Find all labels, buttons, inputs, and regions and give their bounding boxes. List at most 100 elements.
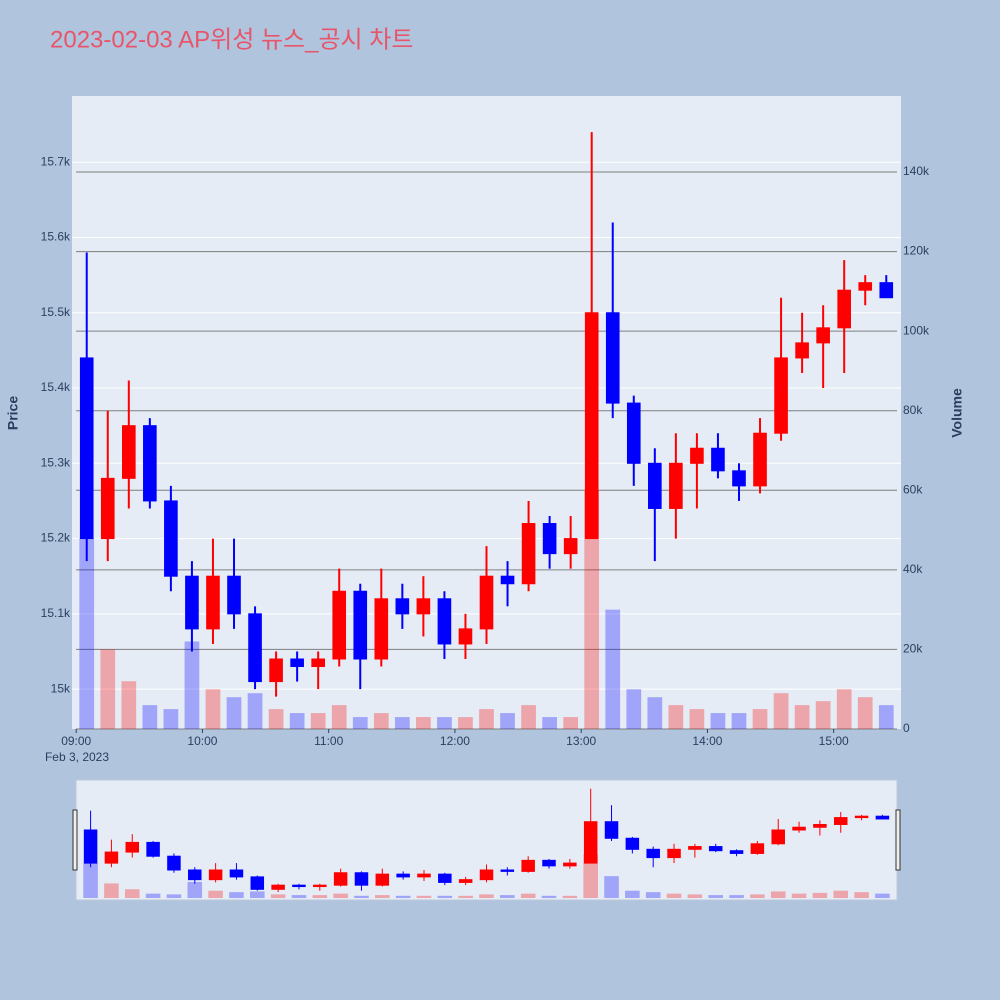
candle-body-mini bbox=[833, 817, 848, 825]
candle-body bbox=[753, 432, 767, 487]
y2-tick-label: 0 bbox=[903, 721, 910, 735]
volume-bar-mini bbox=[437, 895, 453, 898]
x-tick-label: 12:00 bbox=[440, 734, 470, 748]
candle-body-mini bbox=[813, 823, 827, 828]
volume-bar bbox=[500, 713, 515, 729]
candle-body-mini bbox=[250, 876, 265, 890]
volume-bar-mini bbox=[145, 893, 161, 898]
volume-bar-mini bbox=[500, 895, 515, 898]
candle-body-mini bbox=[167, 855, 181, 871]
candle-body bbox=[100, 477, 115, 540]
volume-bar bbox=[605, 609, 621, 729]
y-tick-label: 15.2k bbox=[41, 531, 71, 545]
volume-bar-mini bbox=[812, 892, 828, 898]
candle-body bbox=[332, 590, 347, 660]
candle-body bbox=[269, 658, 283, 683]
volume-bar-mini bbox=[687, 894, 703, 898]
candle-body-mini bbox=[729, 850, 744, 854]
volume-bar-mini bbox=[416, 895, 432, 898]
volume-bar bbox=[458, 717, 473, 729]
candle-body bbox=[690, 447, 704, 464]
candle-body-mini bbox=[438, 873, 452, 883]
candle-body-mini bbox=[792, 826, 806, 831]
candle-body bbox=[416, 598, 431, 615]
candle-body bbox=[584, 312, 599, 540]
volume-bar-mini bbox=[791, 893, 807, 898]
candle-body-mini bbox=[563, 862, 577, 867]
volume-bar bbox=[100, 649, 116, 729]
volume-bar bbox=[584, 490, 600, 729]
volume-bar bbox=[373, 713, 389, 729]
volume-bar-mini bbox=[249, 891, 265, 898]
volume-bar bbox=[647, 697, 663, 729]
volume-bar-mini bbox=[729, 895, 744, 898]
candle-body bbox=[143, 425, 157, 502]
candle-body bbox=[121, 425, 136, 479]
candle-body bbox=[837, 289, 852, 329]
candle-body bbox=[816, 327, 830, 344]
y2-axis-label: Volume bbox=[949, 388, 965, 438]
volume-bar-mini bbox=[458, 895, 473, 898]
y2-tick-label: 80k bbox=[903, 403, 923, 417]
volume-bar-mini bbox=[166, 894, 182, 898]
volume-bar bbox=[184, 641, 200, 729]
volume-bar-mini bbox=[625, 890, 640, 898]
volume-bar bbox=[352, 717, 368, 729]
candle-body-mini bbox=[271, 884, 285, 890]
candle-body bbox=[290, 658, 304, 668]
candle-body-mini bbox=[375, 873, 390, 886]
y-tick-label: 15.3k bbox=[41, 455, 71, 469]
candle-body bbox=[353, 590, 368, 660]
candle-body-mini bbox=[229, 869, 244, 878]
volume-bar-mini bbox=[395, 895, 411, 898]
candle-body-mini bbox=[104, 851, 119, 864]
volume-bar-mini bbox=[104, 883, 119, 898]
candle-body-mini bbox=[333, 872, 348, 886]
y2-tick-label: 140k bbox=[903, 164, 930, 178]
candle-body bbox=[563, 538, 578, 555]
candle-body bbox=[185, 575, 199, 630]
volume-bar-mini bbox=[208, 890, 223, 898]
volume-bar bbox=[542, 717, 557, 729]
volume-bar-mini bbox=[583, 854, 598, 898]
volume-bar bbox=[794, 705, 810, 729]
candle-body bbox=[795, 342, 809, 359]
x-tick-label: 11:00 bbox=[314, 734, 343, 748]
volume-bar-mini bbox=[666, 893, 682, 898]
x-tick-label: 14:00 bbox=[692, 734, 722, 748]
volume-bar bbox=[563, 717, 579, 729]
volume-bar bbox=[815, 701, 831, 729]
candle-body bbox=[479, 575, 494, 630]
volume-bar bbox=[331, 705, 347, 729]
candle-body bbox=[732, 470, 746, 487]
volume-bar bbox=[437, 717, 452, 729]
volume-bar-mini bbox=[520, 893, 536, 898]
volume-bar bbox=[752, 709, 768, 729]
candle-body bbox=[542, 523, 557, 555]
candle-body bbox=[521, 523, 536, 585]
candle-body-mini bbox=[521, 859, 535, 872]
y-tick-label: 15.5k bbox=[41, 305, 71, 319]
candle-body bbox=[206, 575, 220, 630]
volume-bar bbox=[479, 709, 494, 729]
volume-bar bbox=[79, 538, 95, 729]
volume-bar-mini bbox=[750, 894, 765, 898]
volume-bar bbox=[289, 713, 305, 729]
y-tick-label: 15.1k bbox=[41, 606, 71, 620]
candle-body-mini bbox=[875, 815, 890, 820]
volume-bar-mini bbox=[541, 895, 557, 898]
candle-body-mini bbox=[417, 873, 431, 878]
candle-body bbox=[248, 613, 262, 683]
range-handle[interactable] bbox=[72, 809, 78, 871]
x-tick-label: 15:00 bbox=[819, 734, 849, 748]
candle-body bbox=[458, 628, 473, 645]
candle-body-mini bbox=[854, 815, 869, 819]
range-handle[interactable] bbox=[895, 809, 901, 871]
candle-body-mini bbox=[771, 829, 785, 845]
y2-tick-label: 100k bbox=[903, 323, 930, 337]
volume-bar bbox=[142, 705, 158, 729]
volume-bar-mini bbox=[479, 894, 494, 898]
volume-bar bbox=[668, 705, 684, 729]
candle-body-mini bbox=[188, 869, 202, 881]
